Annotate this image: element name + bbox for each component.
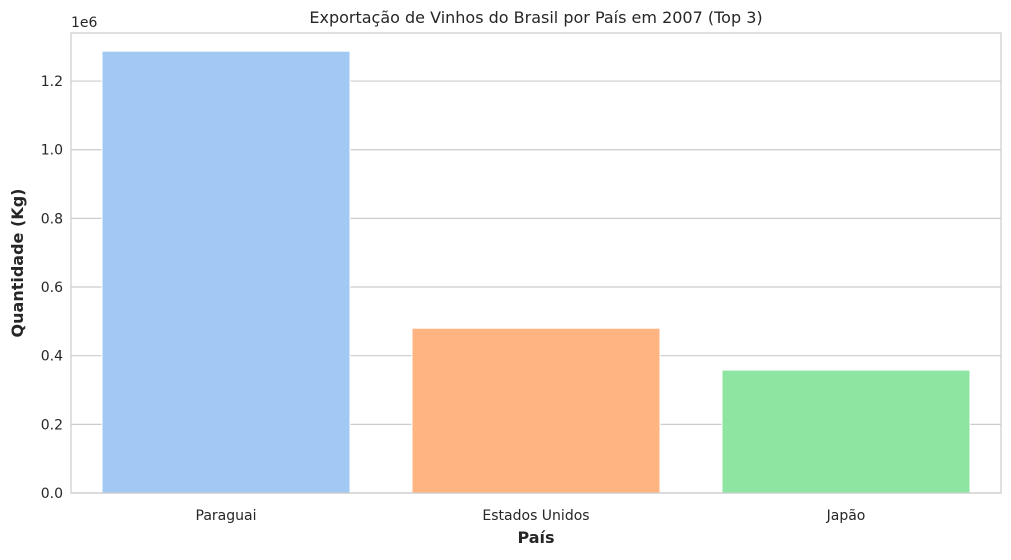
y-tick-label: 0.4 xyxy=(41,349,63,365)
bar-paraguai xyxy=(101,50,351,494)
bar-japão xyxy=(721,369,971,494)
y-tick-labels: 0.0 0.2 0.4 0.6 0.8 1.0 1.2 xyxy=(41,74,63,502)
y-tick-label: 0.8 xyxy=(41,211,63,227)
plot-frame xyxy=(70,32,1002,494)
y-tick-label: 1.2 xyxy=(41,74,63,90)
y-tick-label: 1.0 xyxy=(41,143,63,159)
bars xyxy=(101,50,971,494)
y-tick-label: 0.0 xyxy=(41,486,63,502)
x-tick-label: Estados Unidos xyxy=(482,508,589,524)
x-tick-label: Japão xyxy=(826,508,866,524)
x-tick-labels: Paraguai Estados Unidos Japão xyxy=(196,508,866,524)
bar-estados-unidos xyxy=(411,327,661,494)
chart-title: Exportação de Vinhos do Brasil por País … xyxy=(309,8,762,27)
x-tick-label: Paraguai xyxy=(196,508,257,524)
y-tick-label: 0.2 xyxy=(41,417,63,433)
y-tick-label: 0.6 xyxy=(41,280,63,296)
x-axis-label: País xyxy=(517,528,554,547)
y-axis-offset-label: 1e6 xyxy=(71,15,98,31)
y-axis-label: Quantidade (Kg) xyxy=(8,189,27,338)
